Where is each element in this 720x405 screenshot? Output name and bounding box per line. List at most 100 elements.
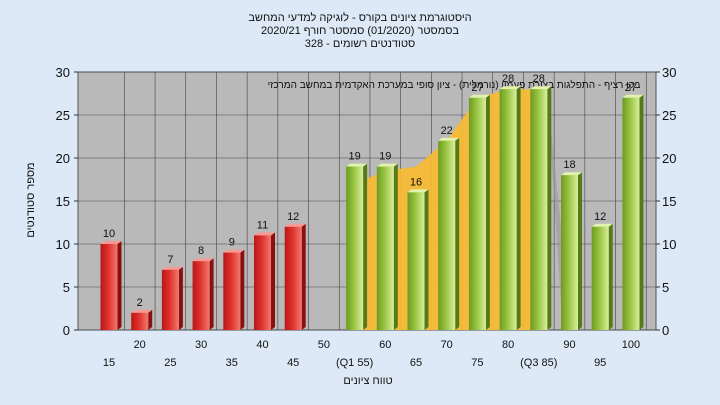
bar-side: [485, 94, 490, 330]
data-label: 8: [198, 245, 204, 257]
data-label: 28: [533, 73, 545, 85]
bar-25: [161, 269, 179, 330]
y-tick-label-left: 30: [56, 65, 70, 80]
bar-side: [578, 172, 582, 330]
chart-title-line-1: היסטוגרמת ציונים בקורס - לוגיקה למדעי המ…: [248, 12, 472, 24]
x-tick-label: 100: [622, 339, 640, 351]
bar-side: [455, 137, 460, 330]
data-label: 27: [625, 82, 637, 94]
bar-top: [254, 232, 275, 236]
data-label: 27: [471, 82, 483, 94]
bar-60: [376, 166, 394, 330]
bar-70: [438, 140, 456, 330]
bar-35: [223, 252, 241, 330]
x-tick-label: 60: [379, 339, 391, 351]
x-axis-title: טווח ציונים: [343, 375, 392, 387]
bar-80: [499, 89, 517, 330]
bar-90: [561, 175, 578, 330]
data-label: 9: [229, 237, 235, 249]
bar-top: [100, 241, 122, 244]
data-label: 28: [502, 73, 514, 85]
y-tick-label-left: 15: [56, 194, 70, 209]
x-tick-label: 95: [594, 357, 606, 369]
x-tick-label: 40: [256, 339, 268, 351]
bar-side: [516, 86, 521, 330]
bar-100: [622, 97, 640, 330]
x-tick-label: 30: [195, 339, 207, 351]
x-tick-label: 90: [563, 339, 575, 351]
bar-95: [591, 226, 609, 330]
y-tick-label-left: 5: [63, 280, 70, 295]
bar-40: [254, 235, 271, 330]
bar-side: [271, 232, 275, 330]
data-label: 19: [348, 151, 360, 163]
x-tick-label: 25: [164, 357, 176, 369]
bar-top: [530, 86, 552, 90]
y-tick-label-right: 15: [662, 194, 676, 209]
bar-side: [178, 266, 183, 330]
x-tick-label: 50: [318, 339, 330, 351]
bar-top: [591, 223, 613, 227]
data-label: 19: [379, 151, 391, 163]
data-label: 16: [410, 176, 422, 188]
data-label: 12: [287, 211, 299, 223]
chart-title-line-3: סטודנטים רשומים - 328: [304, 38, 416, 50]
y-tick-label-left: 20: [56, 151, 70, 166]
bar-top: [346, 163, 368, 167]
bar-top: [223, 249, 245, 253]
bar-side: [547, 86, 552, 330]
y-tick-label-right: 30: [662, 65, 676, 80]
bar-side: [424, 189, 429, 330]
y-tick-label-right: 10: [662, 237, 676, 252]
bar-top: [407, 189, 429, 193]
y-tick-label-right: 0: [662, 323, 669, 338]
y-tick-label-left: 10: [56, 237, 70, 252]
bar-side: [209, 258, 214, 330]
bar-side: [240, 249, 245, 330]
y-tick-label-right: 5: [662, 280, 669, 295]
bar-side: [363, 163, 368, 330]
data-label: 2: [137, 297, 143, 309]
bar-15: [100, 244, 118, 330]
bar-75: [468, 97, 486, 330]
data-label: 12: [594, 211, 606, 223]
y-tick-label-right: 20: [662, 151, 676, 166]
x-tick-label: 70: [441, 339, 453, 351]
chart-annotation: בקו רציף - התפלגות בצורת פעמון (נורמלית)…: [268, 79, 641, 91]
x-tick-label: (Q1 55): [336, 357, 373, 369]
bar-top: [161, 266, 183, 270]
bar-45: [284, 226, 302, 330]
bar-top: [468, 94, 490, 98]
data-label: 11: [257, 219, 268, 231]
x-tick-label: 20: [134, 339, 146, 351]
data-label: 7: [167, 254, 173, 266]
bar-top: [131, 309, 153, 313]
x-tick-label: 35: [226, 357, 238, 369]
bar-top: [192, 258, 214, 262]
y-tick-label-right: 25: [662, 108, 676, 123]
bar-top: [438, 137, 460, 141]
data-label: 22: [441, 125, 453, 137]
y-tick-label-left: 0: [63, 323, 70, 338]
data-label: 18: [563, 159, 575, 171]
bar-Q155: [346, 166, 364, 330]
bar-side: [639, 94, 644, 330]
x-tick-label: 75: [471, 357, 483, 369]
x-tick-label: 65: [410, 357, 422, 369]
bar-top: [622, 94, 644, 98]
data-label: 10: [103, 228, 115, 240]
bar-top: [561, 172, 582, 176]
bar-top: [376, 163, 398, 167]
bar-top: [284, 223, 306, 227]
x-tick-label: 80: [502, 339, 514, 351]
bar-65: [407, 192, 425, 330]
chart-title-line-2: בסמסטר (01/2020) סמסטר חורף 2020/21: [260, 25, 460, 37]
bar-Q385: [530, 89, 548, 330]
y-axis-title: מספר סטודנטים: [25, 162, 37, 237]
bar-30: [192, 261, 210, 330]
x-tick-label: 45: [287, 357, 299, 369]
x-tick-label: (Q3 85): [520, 357, 557, 369]
x-tick-label: 15: [103, 357, 115, 369]
